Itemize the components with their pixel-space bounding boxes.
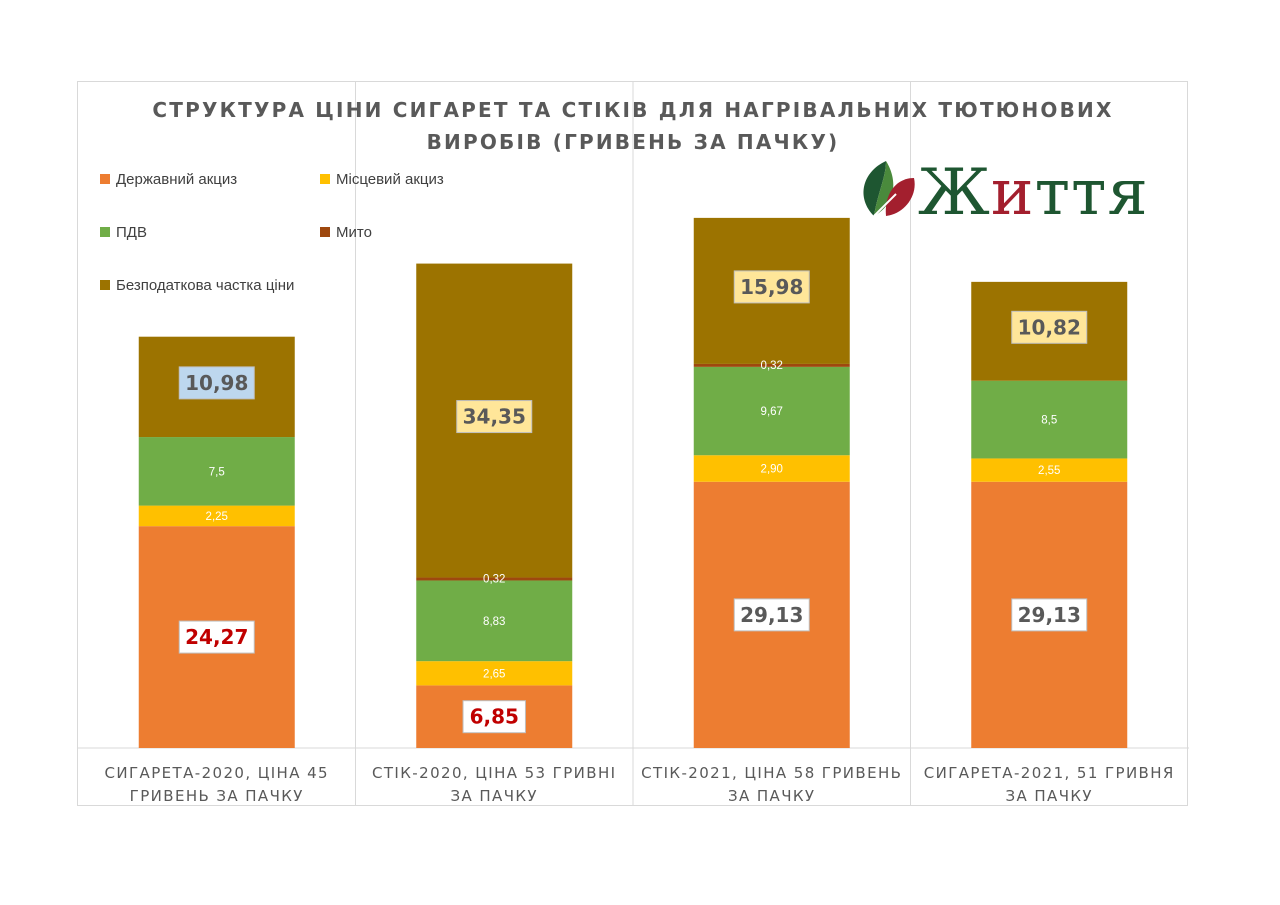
legend-swatch — [320, 227, 330, 237]
legend-label: Мито — [336, 224, 372, 241]
data-label-box — [1011, 310, 1088, 344]
bar-segment — [971, 380, 1128, 459]
bar-segment — [693, 455, 850, 482]
data-label: 29,13 — [1018, 603, 1081, 627]
logo-leaves-icon — [863, 161, 915, 217]
data-label: 2,65 — [483, 668, 505, 680]
legend-swatch — [320, 174, 330, 184]
logo-text: Життя — [918, 156, 1149, 230]
data-label: 2,90 — [761, 463, 783, 475]
category-label: СТІК-2021, ЦІНА 58 ГРИВЕНЬ — [641, 764, 902, 782]
legend-label: Безподаткова частка ціни — [116, 277, 294, 294]
data-label: 6,85 — [470, 705, 519, 729]
data-label: 10,82 — [1018, 315, 1081, 339]
logo-letter: Ж — [918, 156, 991, 230]
data-label: 0,32 — [483, 574, 505, 586]
data-label-box — [178, 620, 255, 654]
logo-letter: и — [991, 156, 1035, 230]
legend: Державний акциз Місцевий акциз ПДВ Мито Безп… — [100, 171, 444, 294]
legend-label: Державний акциз — [116, 171, 237, 188]
data-label-box — [462, 700, 526, 734]
data-label: 0,32 — [761, 360, 783, 372]
logo-letter: т — [1035, 156, 1071, 230]
bar-segment — [416, 577, 573, 581]
category-label: ЗА ПАЧКУ — [728, 787, 815, 805]
data-label: 15,98 — [740, 275, 803, 299]
chart-frame: СТРУКТУРА ЦІНИ СИГАРЕТ ТА СТІКІВ ДЛЯ НАГ… — [77, 81, 1189, 806]
data-label: 7,5 — [209, 466, 225, 478]
bar-segment — [693, 366, 850, 456]
data-label: 10,98 — [185, 371, 248, 395]
data-label: 29,13 — [740, 603, 803, 627]
data-label: 8,83 — [483, 616, 505, 628]
bar-segment — [971, 458, 1128, 482]
logo: Життя — [863, 156, 1149, 230]
data-label: 24,27 — [185, 625, 248, 649]
data-labels: 24,27 2,25 7,5 10,98 6,85 2,65 8,83 0,32 34,35 29… — [178, 270, 1088, 734]
legend-label: ПДВ — [116, 224, 147, 241]
legend-swatch — [100, 227, 110, 237]
category-label: ЗА ПАЧКУ — [451, 787, 538, 805]
data-label: 8,5 — [1041, 415, 1057, 427]
bar-segment — [138, 437, 295, 506]
category-label: СИГАРЕТА-2020, ЦІНА 45 — [105, 764, 329, 782]
chart-title: СТРУКТУРА ЦІНИ СИГАРЕТ ТА СТІКІВ ДЛЯ НАГ… — [152, 98, 1113, 154]
chart-title-line: СТРУКТУРА ЦІНИ СИГАРЕТ ТА СТІКІВ ДЛЯ НАГ… — [152, 98, 1113, 122]
category-label: ГРИВЕНЬ ЗА ПАЧКУ — [130, 787, 304, 805]
data-label-box — [1011, 598, 1088, 632]
data-label-box — [733, 598, 810, 632]
logo-letter: т — [1071, 156, 1107, 230]
bar-segment — [693, 363, 850, 367]
data-label-box — [178, 366, 255, 400]
data-label: 9,67 — [761, 406, 783, 418]
bar-segment — [416, 661, 573, 686]
category-label: ЗА ПАЧКУ — [1006, 787, 1093, 805]
category-label: СТІК-2020, ЦІНА 53 ГРИВНІ — [372, 764, 616, 782]
chart-title-line: ВИРОБІВ (ГРИВЕНЬ ЗА ПАЧКУ) — [427, 130, 840, 154]
logo-letter: я — [1107, 156, 1148, 230]
legend-swatch — [100, 280, 110, 290]
legend-swatch — [100, 174, 110, 184]
chart-plot: СТРУКТУРА ЦІНИ СИГАРЕТ ТА СТІКІВ ДЛЯ НАГ… — [78, 82, 1189, 806]
legend-label: Місцевий акциз — [336, 171, 444, 188]
data-label: 2,55 — [1038, 465, 1060, 477]
x-axis: СИГАРЕТА-2020, ЦІНА 45 ГРИВЕНЬ ЗА ПАЧКУ СТ… — [105, 764, 1175, 805]
bar-segment — [416, 580, 573, 662]
data-label: 34,35 — [463, 405, 526, 429]
data-label-box — [456, 400, 533, 434]
data-label: 2,25 — [206, 511, 228, 523]
bar-segment — [138, 505, 295, 527]
data-label-box — [733, 270, 810, 304]
category-label: СИГАРЕТА-2021, 51 ГРИВНЯ — [924, 764, 1175, 782]
